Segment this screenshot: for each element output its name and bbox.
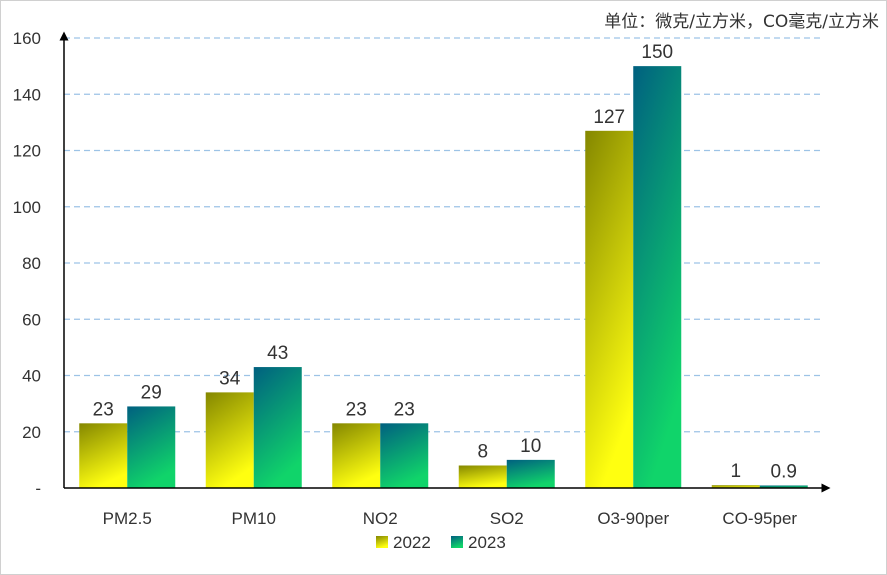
x-tick-label: PM10	[232, 509, 276, 528]
data-label: 23	[93, 399, 114, 420]
data-label: 29	[141, 382, 162, 403]
y-tick-label: 60	[22, 310, 41, 329]
bar-2023-0	[127, 406, 176, 488]
data-label: 34	[219, 368, 241, 389]
bar-2022-1	[205, 392, 254, 488]
bar-2022-3	[458, 465, 507, 488]
y-tick-label: 80	[22, 254, 41, 273]
legend-label: 2022	[393, 533, 431, 552]
x-tick-label: NO2	[363, 509, 398, 528]
bar-2023-3	[506, 459, 555, 488]
legend-label: 2023	[468, 533, 506, 552]
bar-2023-2	[380, 423, 429, 488]
data-label: 0.9	[771, 461, 797, 482]
data-label: 23	[394, 399, 415, 420]
y-tick-label: 160	[13, 29, 41, 48]
data-label: 1	[730, 461, 741, 482]
x-tick-label: CO-95per	[722, 509, 797, 528]
y-tick-label: 140	[13, 85, 41, 104]
y-tick-label: -	[35, 479, 41, 498]
bar-2023-4	[633, 66, 682, 488]
data-label: 23	[346, 399, 367, 420]
data-label: 150	[641, 42, 673, 63]
bar-2022-5	[711, 485, 760, 488]
legend-swatch-2023	[451, 536, 463, 548]
y-tick-label: 40	[22, 367, 41, 386]
data-label: 10	[520, 436, 541, 457]
bar-2022-2	[332, 423, 381, 488]
bar-2022-4	[585, 130, 634, 488]
x-tick-label: O3-90per	[597, 509, 669, 528]
data-label: 127	[593, 107, 625, 128]
y-tick-label: 100	[13, 198, 41, 217]
x-tick-label: PM2.5	[103, 509, 152, 528]
data-label: 43	[267, 343, 288, 364]
bar-2022-0	[79, 423, 128, 488]
data-label: 8	[477, 442, 488, 463]
legend-swatch-2022	[376, 536, 388, 548]
unit-note: 单位：微克/立方米，CO毫克/立方米	[604, 12, 879, 32]
y-tick-label: 120	[13, 142, 41, 161]
bar-2023-1	[253, 367, 302, 488]
x-tick-label: SO2	[490, 509, 524, 528]
bar-2023-5	[759, 485, 808, 488]
y-tick-label: 20	[22, 423, 41, 442]
